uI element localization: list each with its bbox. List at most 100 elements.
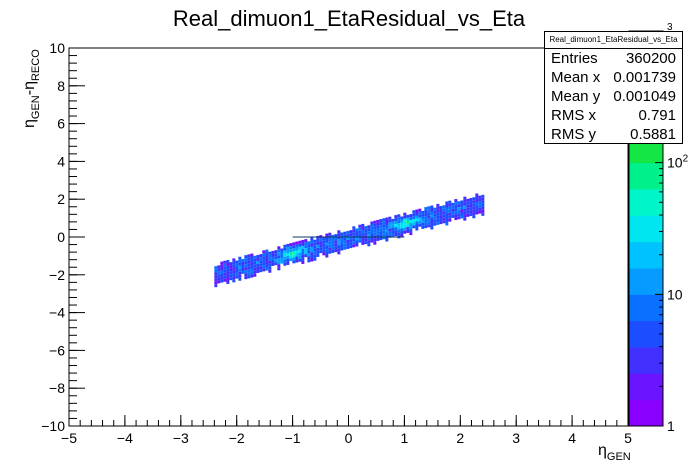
heatmap-cell bbox=[424, 225, 428, 229]
heatmap-cell bbox=[271, 262, 275, 266]
heatmap-cell bbox=[310, 243, 314, 247]
heatmap-cell bbox=[304, 242, 308, 246]
heatmap-cell bbox=[286, 261, 290, 265]
heatmap-cell bbox=[304, 251, 308, 255]
heatmap-cell bbox=[415, 215, 419, 219]
heatmap-cell bbox=[217, 268, 221, 272]
heatmap-cell bbox=[280, 251, 284, 255]
heatmap-cell bbox=[424, 216, 428, 220]
heatmap-cell bbox=[232, 261, 236, 265]
x-tick-label: 1 bbox=[401, 430, 409, 446]
heatmap-cell bbox=[379, 234, 383, 238]
color-scale-band bbox=[629, 215, 663, 243]
heatmap-cell bbox=[430, 208, 434, 212]
heatmap-cell bbox=[463, 202, 467, 206]
heatmap-cell bbox=[214, 266, 218, 270]
heatmap-cell bbox=[475, 196, 479, 200]
heatmap-cell bbox=[409, 223, 413, 227]
heatmap-cell bbox=[331, 246, 335, 250]
heatmap-cell bbox=[448, 218, 452, 222]
heatmap-cell bbox=[292, 260, 296, 264]
color-scale-band bbox=[629, 347, 663, 374]
heatmap-cell bbox=[349, 242, 353, 246]
heatmap-cell bbox=[277, 255, 281, 259]
heatmap-cell bbox=[448, 209, 452, 213]
heatmap-cell bbox=[286, 243, 290, 247]
heatmap-cell bbox=[331, 237, 335, 241]
heatmap-cell bbox=[286, 252, 290, 256]
heatmap-cell bbox=[319, 238, 323, 242]
heatmap-cell bbox=[457, 216, 461, 220]
heatmap-cell bbox=[388, 231, 392, 235]
heatmap-cell bbox=[262, 250, 266, 254]
heatmap-cell bbox=[406, 217, 410, 221]
heatmap-cell bbox=[457, 210, 461, 214]
heatmap-cell bbox=[418, 214, 422, 218]
x-tick-label: 4 bbox=[568, 430, 576, 446]
heatmap-cell bbox=[328, 238, 332, 242]
heatmap-cell bbox=[478, 204, 482, 208]
heatmap-cell bbox=[436, 203, 440, 207]
heatmap-cell bbox=[229, 277, 233, 281]
heatmap-cell bbox=[244, 255, 248, 259]
heatmap-cell bbox=[235, 266, 239, 270]
heatmap-cell bbox=[403, 227, 407, 231]
heatmap-cell bbox=[430, 226, 434, 230]
heatmap-cell bbox=[442, 205, 446, 209]
stats-key: Mean y bbox=[551, 88, 601, 105]
heatmap-cell bbox=[454, 205, 458, 209]
heatmap-cell bbox=[460, 200, 464, 204]
heatmap-cell bbox=[337, 236, 341, 240]
heatmap-cell bbox=[442, 211, 446, 215]
heatmap-cell bbox=[262, 256, 266, 260]
stats-box: Real_dimuon1_EtaResidual_vs_Eta Entries … bbox=[544, 31, 683, 144]
heatmap-cell bbox=[439, 206, 443, 210]
heatmap-cell bbox=[259, 263, 263, 267]
heatmap-cell bbox=[385, 229, 389, 233]
heatmap-cell bbox=[289, 255, 293, 259]
heatmap-cell bbox=[367, 231, 371, 235]
heatmap-cell bbox=[382, 236, 386, 240]
heatmap-cell bbox=[460, 209, 464, 213]
heatmap-cell bbox=[277, 252, 281, 256]
heatmap-cell bbox=[367, 237, 371, 241]
heatmap-cell bbox=[451, 208, 455, 212]
color-scale-band bbox=[629, 320, 663, 348]
heatmap-cell bbox=[358, 239, 362, 243]
heatmap-cell bbox=[421, 210, 425, 214]
heatmap-cell bbox=[274, 256, 278, 260]
heatmap-cell bbox=[319, 241, 323, 245]
heatmap-cell bbox=[376, 228, 380, 232]
heatmap-cell bbox=[295, 259, 299, 263]
y-tick-label: 0 bbox=[57, 229, 65, 245]
heatmap-cell bbox=[274, 259, 278, 263]
heatmap-cell bbox=[301, 251, 305, 255]
heatmap-cell bbox=[349, 239, 353, 243]
stats-value: 360200 bbox=[625, 50, 676, 67]
heatmap-cell bbox=[388, 219, 392, 223]
heatmap-cell bbox=[385, 220, 389, 224]
z-tick-label: 10 bbox=[667, 286, 683, 302]
heatmap-cell bbox=[355, 234, 359, 238]
heatmap-cell bbox=[481, 212, 485, 216]
heatmap-cell bbox=[301, 248, 305, 252]
color-scale-band bbox=[629, 373, 663, 401]
heatmap-cell bbox=[223, 269, 227, 273]
heatmap-cell bbox=[301, 257, 305, 261]
heatmap-cell bbox=[316, 241, 320, 245]
heatmap-cell bbox=[289, 246, 293, 250]
heatmap-cell bbox=[232, 279, 236, 283]
heatmap-cell bbox=[463, 208, 467, 212]
heatmap-cell bbox=[328, 241, 332, 245]
heatmap-cell bbox=[220, 264, 224, 268]
heatmap-cell bbox=[400, 216, 404, 220]
heatmap-cell bbox=[313, 245, 317, 249]
heatmap-cell bbox=[481, 200, 485, 204]
heatmap-cell bbox=[256, 254, 260, 258]
y-tick-label: −4 bbox=[49, 305, 65, 321]
heatmap-cell bbox=[217, 271, 221, 275]
heatmap-cell bbox=[307, 241, 311, 245]
stats-key: RMS x bbox=[551, 107, 596, 124]
heatmap-cell bbox=[385, 223, 389, 227]
heatmap-cell bbox=[283, 259, 287, 263]
